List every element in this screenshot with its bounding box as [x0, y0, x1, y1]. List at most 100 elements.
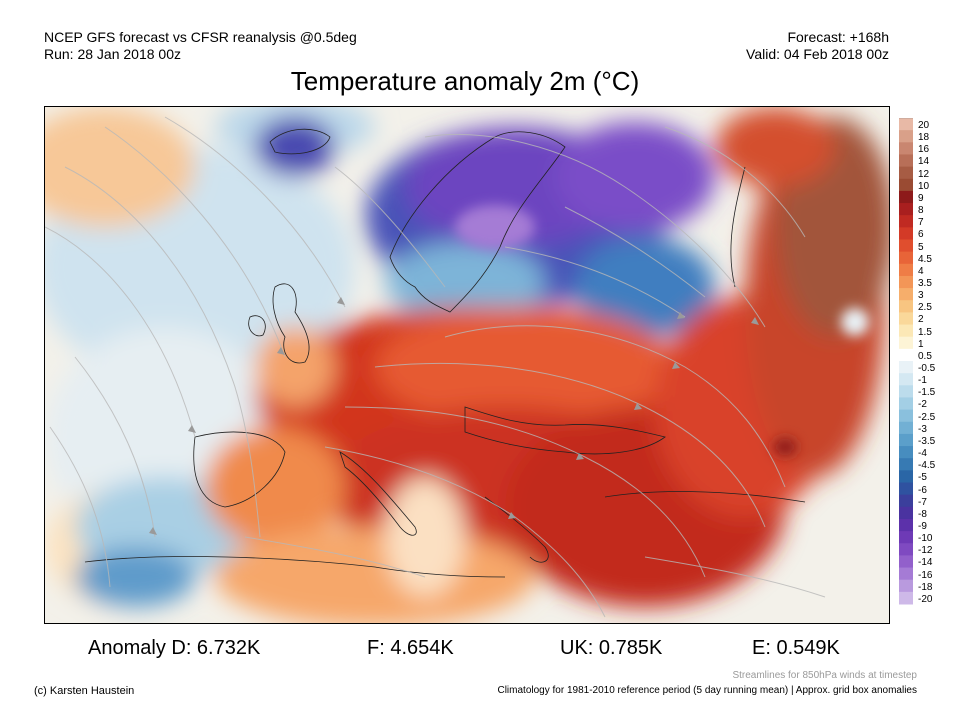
colorbar-label: -8 — [918, 508, 927, 520]
colorbar-band — [899, 239, 913, 253]
colorbar-label: 9 — [918, 192, 924, 204]
wind-streamlines — [45, 116, 826, 618]
colorbar-label: 10 — [918, 180, 930, 192]
colorbar-label: -9 — [918, 520, 927, 532]
colorbar-band — [899, 361, 913, 374]
colorbar-band — [899, 130, 913, 143]
colorbar-label: 6 — [918, 229, 924, 241]
colorbar-strip — [898, 108, 914, 605]
colorbar-band — [899, 458, 913, 471]
colorbar-label: 0.5 — [918, 350, 932, 362]
colorbar-band — [899, 543, 913, 556]
colorbar-band — [899, 166, 913, 180]
colorbar-band — [899, 203, 913, 216]
header-left: NCEP GFS forecast vs CFSR reanalysis @0.… — [44, 29, 357, 63]
colorbar-label: 8 — [918, 205, 924, 217]
colorbar-band — [899, 567, 913, 581]
colorbar-band — [899, 433, 913, 447]
colorbar-band — [899, 142, 913, 155]
model-line: NCEP GFS forecast vs CFSR reanalysis @0.… — [44, 29, 357, 45]
streamline-note: Streamlines for 850hPa winds at timestep — [732, 670, 917, 681]
colorbar-band — [899, 506, 913, 520]
colorbar-label: -12 — [918, 545, 933, 557]
header-right: Forecast: +168h Valid: 04 Feb 2018 00z — [746, 29, 889, 63]
coastlines — [84, 128, 806, 578]
map-title: Temperature anomaly 2m (°C) — [290, 66, 640, 96]
colorbar-band — [899, 518, 913, 532]
colorbar-band — [899, 555, 913, 569]
colorbar-label: 14 — [918, 156, 930, 168]
colorbar-band — [899, 421, 913, 435]
colorbar-label: -2 — [918, 399, 927, 411]
colorbar-label: 7 — [918, 217, 924, 229]
streamline-arrows — [149, 297, 759, 535]
stat-uk: UK: 0.785K — [560, 637, 663, 659]
colorbar-band — [899, 251, 913, 265]
colorbar-band — [899, 373, 913, 386]
map-canvas — [45, 107, 889, 623]
colorbar-label: 3.5 — [918, 277, 932, 289]
colorbar-band — [899, 397, 913, 411]
colorbar-band — [899, 446, 913, 459]
colorbar-label: 16 — [918, 144, 930, 156]
colorbar-band — [899, 215, 913, 228]
anomaly-field — [45, 107, 889, 623]
colorbar-band — [899, 288, 913, 301]
colorbar-band — [899, 300, 913, 313]
colorbar-label: -20 — [918, 593, 933, 605]
colorbar-band — [899, 227, 913, 240]
colorbar-label: -0.5 — [918, 363, 936, 374]
colorbar-band — [899, 531, 913, 544]
colorbar-band — [899, 579, 913, 593]
colorbar-label: 12 — [918, 168, 930, 180]
copyright: (c) Karsten Haustein — [34, 685, 135, 697]
colorbar-band — [899, 154, 913, 168]
colorbar — [898, 108, 914, 613]
colorbar-band — [899, 263, 913, 277]
colorbar-label: 2.5 — [918, 302, 932, 314]
valid-line: Valid: 04 Feb 2018 00z — [746, 46, 889, 62]
colorbar-band — [899, 470, 913, 483]
anomaly-map — [44, 106, 890, 624]
colorbar-label: -6 — [918, 484, 927, 496]
colorbar-band — [899, 482, 913, 496]
colorbar-label: -7 — [918, 496, 927, 508]
colorbar-label: -3 — [918, 423, 927, 435]
forecast-line: Forecast: +168h — [787, 29, 889, 45]
colorbar-band — [899, 336, 913, 350]
colorbar-band — [899, 118, 913, 131]
colorbar-band — [899, 178, 913, 192]
colorbar-label: -4.5 — [918, 460, 936, 472]
stat-e: E: 0.549K — [752, 637, 840, 659]
colorbar-label: 18 — [918, 132, 930, 144]
colorbar-label: -4 — [918, 448, 927, 460]
colorbar-label: -1.5 — [918, 387, 936, 399]
colorbar-band — [899, 324, 913, 338]
colorbar-band — [899, 494, 913, 508]
colorbar-band — [899, 385, 913, 398]
colorbar-band — [899, 348, 913, 362]
colorbar-label: -16 — [918, 569, 933, 581]
colorbar-label: -3.5 — [918, 435, 936, 447]
colorbar-label: -1 — [918, 375, 927, 387]
colorbar-label: 20 — [918, 120, 930, 131]
colorbar-band — [899, 409, 913, 423]
colorbar-band — [899, 591, 913, 605]
colorbar-label: 1 — [918, 338, 924, 350]
colorbar-band — [899, 190, 913, 204]
colorbar-label: -5 — [918, 472, 927, 484]
colorbar-bands — [899, 118, 913, 605]
colorbar-band — [899, 275, 913, 289]
colorbar-label: -10 — [918, 533, 933, 545]
stat-d: Anomaly D: 6.732K — [88, 637, 261, 659]
colorbar-label: 5 — [918, 241, 924, 253]
colorbar-label: 3 — [918, 290, 924, 302]
stat-f: F: 4.654K — [367, 637, 454, 659]
colorbar-label: 1.5 — [918, 326, 932, 338]
climatology-note: Climatology for 1981-2010 reference peri… — [497, 685, 917, 696]
colorbar-label: 2 — [918, 314, 924, 326]
colorbar-label: -18 — [918, 581, 933, 593]
colorbar-label: -14 — [918, 557, 933, 569]
colorbar-label: 4 — [918, 265, 924, 277]
colorbar-label: -2.5 — [918, 411, 936, 423]
